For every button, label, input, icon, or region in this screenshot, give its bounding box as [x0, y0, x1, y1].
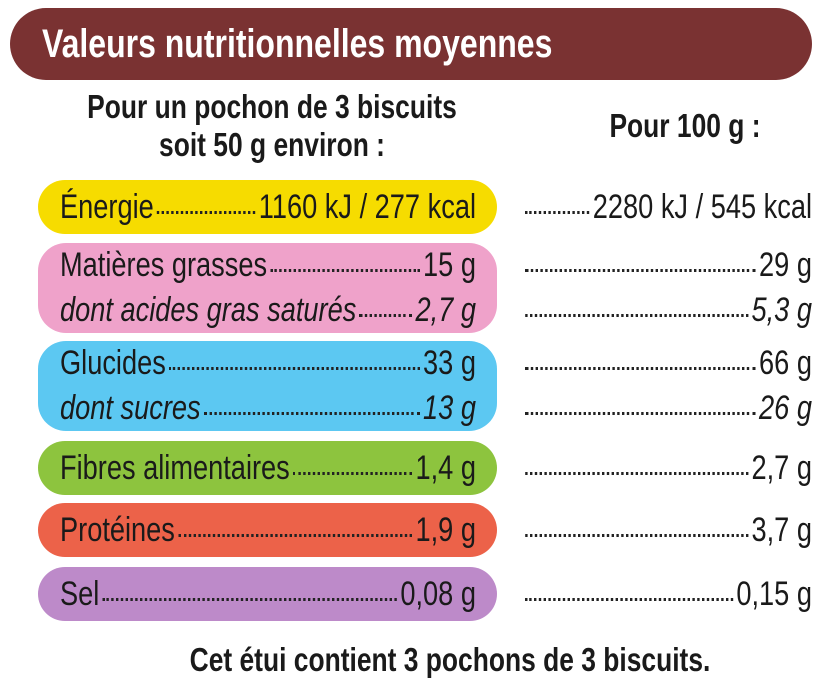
per100-line: 26 g: [522, 386, 812, 431]
nutrient-pill: [38, 503, 497, 557]
per100-value: 0,15 g: [736, 575, 812, 613]
portion-value: 1160 kJ / 277 kcal: [258, 188, 476, 226]
title: Valeurs nutritionnelles moyennes: [42, 22, 553, 66]
nutrient-pill: [38, 567, 497, 621]
per100-value: 5,3 g: [751, 291, 813, 329]
portion-line: Fibres alimentaires 1,4 g: [60, 441, 476, 495]
leader: [359, 314, 413, 317]
nutrient-label: Matières grasses: [60, 246, 268, 284]
per100-value: 66 g: [759, 344, 812, 382]
leader: [203, 412, 420, 415]
portion-value: 15 g: [423, 246, 476, 284]
per100-heading: Pour 100 g :: [609, 107, 761, 144]
leader: [525, 367, 756, 370]
title-bar: [10, 8, 812, 80]
portion-line: Glucides 33 g: [60, 341, 476, 386]
leader: [156, 211, 256, 214]
per100-line: 29 g: [522, 243, 812, 288]
leader: [525, 211, 590, 214]
portion-line: Énergie 1160 kJ / 277 kcal: [60, 180, 476, 234]
per100-value: 3,7 g: [751, 511, 813, 549]
per100-value: 29 g: [759, 246, 812, 284]
portion-line: Protéines 1,9 g: [60, 503, 476, 557]
portion-heading-line: soit 50 g environ :: [159, 126, 385, 163]
portion-value: 2,7 g: [415, 291, 477, 329]
nutrient-pill: [38, 441, 497, 495]
leader: [178, 534, 413, 537]
leader: [525, 412, 756, 415]
portion-line: Sel 0,08 g: [60, 567, 476, 621]
leader: [525, 598, 734, 601]
portion-value: 1,9 g: [415, 511, 477, 549]
portion-line: Matières grasses 15 g: [60, 243, 476, 288]
leader: [270, 269, 420, 272]
per100-value: 2280 kJ / 545 kcal: [592, 188, 812, 226]
nutrient-pill: [38, 341, 497, 431]
portion-heading: Pour un pochon de 3 biscuits soit 50 g e…: [72, 88, 472, 164]
per100-line: 5,3 g: [522, 288, 812, 333]
footer: Cet étui contient 3 pochons de 3 biscuit…: [189, 641, 711, 678]
leader: [525, 534, 749, 537]
portion-value: 1,4 g: [415, 449, 477, 487]
per100-line: 2,7 g: [522, 441, 812, 495]
portion-heading-line: Pour un pochon de 3 biscuits: [87, 88, 457, 125]
nutrient-pill: [38, 243, 497, 333]
nutrient-label: Énergie: [60, 188, 154, 226]
portion-value: 0,08 g: [400, 575, 476, 613]
nutrient-label: Sel: [60, 575, 100, 613]
nutrient-label: dont acides gras saturés: [60, 291, 357, 329]
nutrient-label: Protéines: [60, 511, 175, 549]
leader: [525, 472, 749, 475]
per100-line: 3,7 g: [522, 503, 812, 557]
per100-line: 0,15 g: [522, 567, 812, 621]
per100-value: 26 g: [759, 389, 812, 427]
portion-line: dont sucres 13 g: [60, 386, 476, 431]
per100-line: 66 g: [522, 341, 812, 386]
leader: [525, 269, 756, 272]
per100-value: 2,7 g: [751, 449, 813, 487]
leader: [169, 367, 420, 370]
nutrient-label: dont sucres: [60, 389, 201, 427]
nutrient-label: Fibres alimentaires: [60, 449, 290, 487]
portion-line: dont acides gras saturés 2,7 g: [60, 288, 476, 333]
portion-value: 13 g: [423, 389, 476, 427]
portion-value: 33 g: [423, 344, 476, 382]
per100-line: 2280 kJ / 545 kcal: [522, 180, 812, 234]
leader: [102, 598, 398, 601]
nutrient-label: Glucides: [60, 344, 166, 382]
leader: [525, 314, 749, 317]
nutrient-pill: [38, 180, 497, 234]
leader: [292, 472, 413, 475]
